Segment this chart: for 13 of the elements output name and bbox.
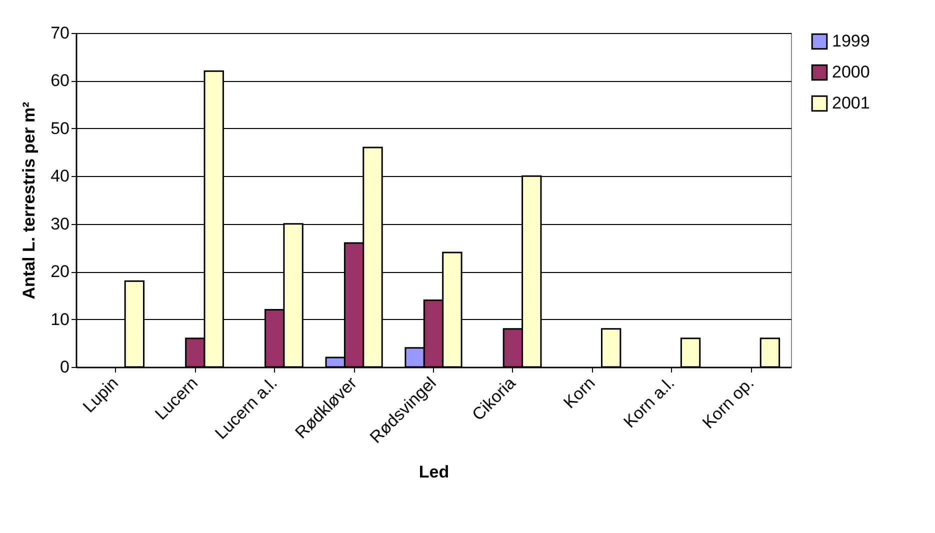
y-tick-label: 20 [50,262,70,282]
y-tick-label: 30 [50,214,70,234]
y-tick-label: 10 [50,310,70,329]
legend-label: 2000 [832,62,870,82]
x-axis-title: Led [418,462,450,482]
y-tick-label: 60 [50,71,70,90]
y-tick-label: 0 [60,358,70,376]
y-tick-label: 40 [50,166,70,186]
y-tick-label: 50 [50,118,70,138]
y-tick-label: 70 [50,24,70,42]
legend-label: 2001 [832,94,870,112]
legend-label: 1999 [832,32,870,50]
y-axis-title: Antal L. terrestris per m² [20,101,39,300]
